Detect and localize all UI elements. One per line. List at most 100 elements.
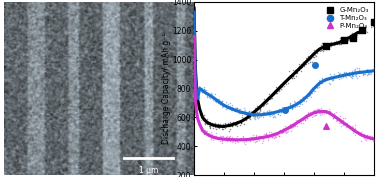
Point: [204, 135, 211, 138]
Point: [311, 90, 317, 92]
Point: [191, 42, 197, 45]
Point: [249, 113, 255, 116]
Point: [364, 135, 370, 138]
Point: [352, 124, 358, 126]
Point: [195, 93, 201, 95]
Point: [253, 113, 259, 116]
Point: [254, 139, 260, 142]
Point: [327, 73, 333, 76]
Point: [266, 109, 272, 111]
Point: [292, 124, 298, 126]
Point: [262, 134, 268, 136]
Point: [294, 104, 301, 107]
Point: [332, 43, 338, 46]
Point: [328, 40, 335, 43]
Point: [330, 117, 336, 119]
Point: [204, 118, 210, 121]
Point: [247, 110, 253, 113]
Point: [239, 137, 245, 140]
Point: [331, 43, 337, 46]
Point: [214, 124, 220, 127]
Point: [238, 136, 244, 139]
Point: [271, 112, 277, 115]
Point: [212, 134, 218, 137]
Point: [219, 105, 225, 108]
Point: [230, 122, 236, 125]
Point: [279, 82, 285, 85]
Point: [234, 107, 240, 109]
Point: [300, 61, 306, 64]
Point: [294, 124, 300, 127]
Point: [303, 99, 309, 102]
Point: [310, 110, 316, 113]
Point: [207, 135, 213, 138]
Point: [298, 66, 304, 69]
Point: [208, 97, 214, 99]
Point: [365, 135, 371, 138]
Point: [265, 130, 271, 133]
Point: [259, 103, 265, 106]
Point: [227, 140, 233, 143]
Point: [243, 139, 249, 142]
Point: [329, 43, 335, 46]
Point: [194, 85, 200, 88]
Point: [223, 108, 229, 111]
Point: [331, 114, 337, 117]
Point: [279, 111, 285, 114]
Point: [315, 111, 321, 113]
Point: [341, 71, 347, 73]
Point: [204, 93, 211, 96]
Point: [225, 121, 231, 124]
Point: [208, 91, 214, 94]
Point: [297, 97, 304, 100]
Point: [204, 122, 210, 125]
Point: [248, 136, 254, 138]
Point: [266, 113, 272, 115]
Point: [235, 107, 242, 110]
Point: [229, 108, 235, 111]
Point: [313, 111, 319, 114]
Point: [227, 123, 233, 126]
Point: [194, 92, 200, 95]
Point: [291, 99, 297, 102]
Point: [291, 104, 297, 107]
Point: [371, 67, 377, 69]
Point: [277, 84, 283, 87]
Point: [355, 30, 361, 33]
Point: [368, 19, 374, 22]
Point: [196, 119, 202, 122]
Point: [240, 119, 246, 121]
Point: [282, 106, 288, 109]
Point: [215, 125, 221, 128]
Point: [284, 83, 290, 85]
Point: [342, 74, 348, 77]
Point: [338, 77, 344, 80]
Point: [341, 39, 347, 41]
Point: [262, 100, 268, 103]
Point: [218, 100, 224, 103]
Point: [296, 62, 302, 65]
Point: [263, 132, 269, 135]
Point: [228, 138, 234, 141]
Point: [256, 116, 262, 118]
Point: [267, 134, 273, 137]
Point: [357, 132, 363, 135]
Point: [254, 137, 260, 140]
Point: [361, 136, 367, 139]
Point: [310, 52, 316, 55]
Point: [293, 121, 299, 124]
Point: [266, 96, 272, 99]
Point: [215, 138, 221, 141]
Point: [358, 70, 364, 73]
Point: [202, 92, 208, 95]
Point: [238, 122, 244, 125]
Point: [278, 110, 284, 113]
Point: [252, 115, 258, 118]
Point: [361, 27, 367, 30]
Point: [217, 102, 223, 105]
Point: [280, 127, 286, 130]
Point: [194, 112, 200, 115]
Point: [257, 106, 263, 109]
Point: [241, 140, 247, 143]
Point: [198, 129, 204, 132]
